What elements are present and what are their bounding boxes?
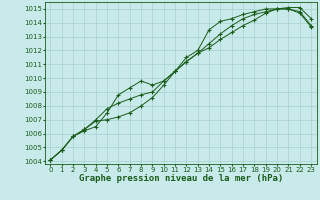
X-axis label: Graphe pression niveau de la mer (hPa): Graphe pression niveau de la mer (hPa) <box>79 174 283 183</box>
